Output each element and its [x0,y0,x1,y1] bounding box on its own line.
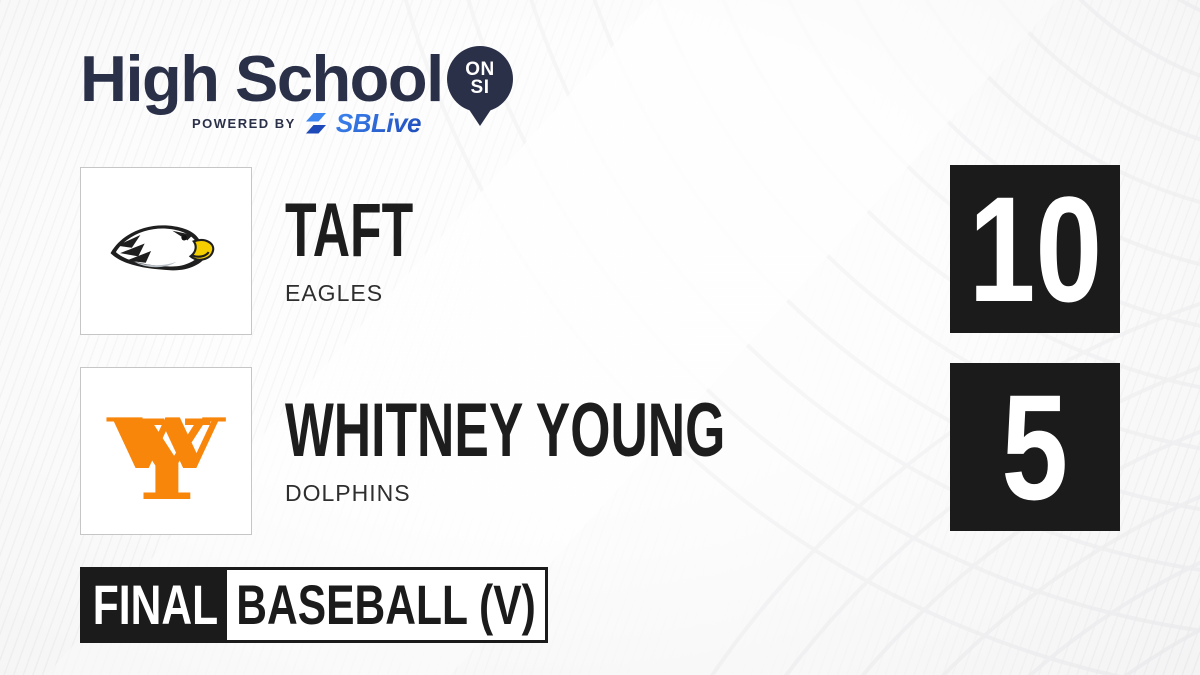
event-cell: BASEBALL (V) [227,570,545,640]
score-box: 10 [950,165,1120,333]
sblive-mark-icon [305,112,326,133]
badge-text-si: SI [470,77,490,98]
team-mascot: DOLPHINS [285,480,411,506]
brand-title: High School [80,42,444,115]
on-si-badge: ON SI [447,46,513,126]
final-status-label: FINAL [92,573,218,636]
score-value: 10 [968,165,1102,333]
team-info: TAFT EAGLES [285,167,905,333]
team-logo-box [80,167,252,335]
game-status-bar: FINAL BASEBALL (V) [80,567,548,643]
event-label: BASEBALL (V) [236,573,536,636]
svg-text:W: W [106,403,226,485]
svg-text:Y: Y [121,396,211,511]
team-info: WHITNEY YOUNG DOLPHINS [285,367,905,533]
team-logo-box: W Y [80,367,252,535]
team-name: WHITNEY YOUNG [285,388,726,473]
badge-pin-circle: ON SI [447,46,513,112]
powered-by-label: POWERED BY [192,115,296,131]
team-name: TAFT [285,188,414,273]
eagle-head-logo-icon [110,225,215,271]
score-box: 5 [950,363,1120,531]
score-value: 5 [1001,363,1069,531]
powered-by-row: POWERED BY SBLive [192,107,422,138]
team-mascot: EAGLES [285,280,384,306]
wy-monogram-logo-icon: W Y [106,396,226,511]
final-status-badge: FINAL [83,570,227,640]
badge-text-on: ON [465,58,495,80]
sblive-wordmark: SBLive [335,107,422,138]
